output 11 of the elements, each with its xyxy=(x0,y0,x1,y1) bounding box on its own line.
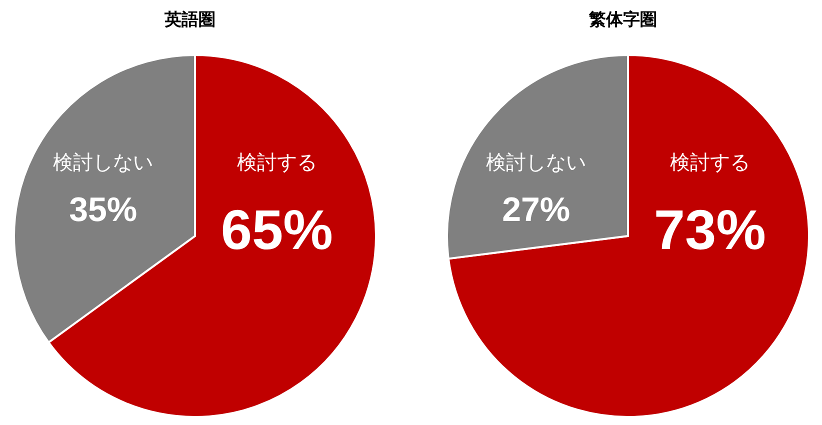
data-label: 73% xyxy=(654,198,766,261)
data-label: 65% xyxy=(220,198,333,261)
pie-slice xyxy=(447,54,810,418)
data-label: 35% xyxy=(69,191,138,229)
slice-label: 検討する xyxy=(670,150,750,174)
chart-title: 英語圏 xyxy=(164,9,216,31)
slice-label: 検討する xyxy=(236,150,317,174)
slice-label: 検討しない xyxy=(53,150,154,174)
chart-title: 繁体字圏 xyxy=(588,9,658,31)
slice-label: 検討しない xyxy=(486,150,586,174)
data-label: 27% xyxy=(502,191,570,229)
